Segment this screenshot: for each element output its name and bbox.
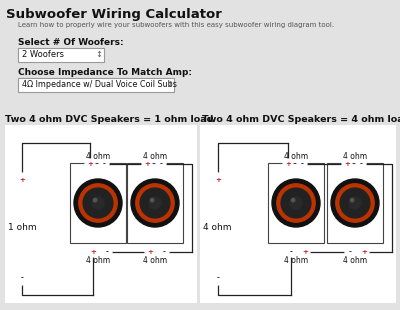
Text: Subwoofer Wiring Calculator: Subwoofer Wiring Calculator — [6, 8, 222, 21]
Text: -: - — [20, 275, 24, 281]
Circle shape — [85, 159, 95, 169]
Text: -: - — [290, 249, 292, 255]
Text: 4Ω Impedance w/ Dual Voice Coil Subs: 4Ω Impedance w/ Dual Voice Coil Subs — [22, 80, 177, 89]
Circle shape — [286, 247, 296, 257]
Circle shape — [74, 179, 122, 227]
Text: +: + — [215, 177, 221, 183]
Circle shape — [290, 197, 302, 209]
Text: Two 4 ohm DVC Speakers = 4 ohm load: Two 4 ohm DVC Speakers = 4 ohm load — [202, 115, 400, 124]
Bar — [200, 125, 396, 303]
Circle shape — [336, 184, 374, 222]
FancyBboxPatch shape — [18, 78, 174, 91]
Circle shape — [356, 159, 366, 169]
Circle shape — [79, 184, 117, 222]
Circle shape — [145, 247, 155, 257]
Circle shape — [15, 271, 29, 285]
Circle shape — [359, 247, 369, 257]
Circle shape — [292, 198, 295, 202]
Text: +: + — [87, 161, 93, 167]
Circle shape — [140, 188, 170, 218]
Text: 4 ohm: 4 ohm — [284, 152, 308, 161]
Text: -: - — [216, 275, 220, 281]
Circle shape — [142, 159, 152, 169]
Circle shape — [88, 247, 98, 257]
Text: Select # Of Woofers:: Select # Of Woofers: — [18, 38, 124, 47]
Text: 1 ohm: 1 ohm — [8, 224, 37, 232]
Bar — [70, 163, 126, 243]
Circle shape — [350, 198, 354, 202]
Text: 4 ohm: 4 ohm — [143, 256, 167, 265]
Text: 4 ohm: 4 ohm — [284, 256, 308, 265]
Text: -: - — [348, 249, 352, 255]
Circle shape — [342, 159, 352, 169]
Bar — [327, 163, 383, 243]
Text: 4 ohm: 4 ohm — [86, 152, 110, 161]
Text: +: + — [361, 249, 367, 255]
Circle shape — [300, 247, 310, 257]
Circle shape — [297, 159, 307, 169]
Circle shape — [156, 159, 166, 169]
Text: -: - — [160, 161, 162, 167]
Text: 2 Woofers: 2 Woofers — [22, 50, 64, 59]
Text: 4 ohm: 4 ohm — [86, 256, 110, 265]
Circle shape — [345, 247, 355, 257]
Circle shape — [272, 179, 320, 227]
Circle shape — [94, 198, 97, 202]
Circle shape — [92, 197, 104, 209]
Circle shape — [136, 184, 174, 222]
Circle shape — [211, 271, 225, 285]
Text: +: + — [19, 177, 25, 183]
Text: ↕: ↕ — [95, 50, 102, 59]
Text: +: + — [285, 161, 291, 167]
Circle shape — [83, 188, 113, 218]
Circle shape — [159, 247, 169, 257]
Text: -: - — [102, 161, 106, 167]
Bar — [268, 163, 324, 243]
Circle shape — [340, 188, 370, 218]
Text: 4 ohm: 4 ohm — [343, 256, 367, 265]
Circle shape — [277, 184, 315, 222]
Text: -: - — [360, 161, 362, 167]
Circle shape — [349, 197, 361, 209]
Text: 4 ohm: 4 ohm — [203, 224, 232, 232]
Circle shape — [331, 179, 379, 227]
Text: -: - — [300, 161, 304, 167]
Text: Learn how to properly wire your subwoofers with this easy subwoofer wiring diagr: Learn how to properly wire your subwoofe… — [18, 22, 334, 28]
Circle shape — [149, 197, 161, 209]
Circle shape — [150, 198, 154, 202]
Text: 4 ohm: 4 ohm — [143, 152, 167, 161]
Text: +: + — [147, 249, 153, 255]
Text: +: + — [302, 249, 308, 255]
Circle shape — [211, 173, 225, 187]
Text: +: + — [344, 161, 350, 167]
Text: ↕: ↕ — [166, 80, 173, 89]
Text: Choose Impedance To Match Amp:: Choose Impedance To Match Amp: — [18, 68, 192, 77]
Circle shape — [102, 247, 112, 257]
Circle shape — [281, 188, 311, 218]
Text: -: - — [162, 249, 166, 255]
Circle shape — [283, 159, 293, 169]
Circle shape — [15, 173, 29, 187]
Text: +: + — [90, 249, 96, 255]
Circle shape — [131, 179, 179, 227]
Circle shape — [99, 159, 109, 169]
Text: 4 ohm: 4 ohm — [343, 152, 367, 161]
Bar — [127, 163, 183, 243]
Text: -: - — [106, 249, 108, 255]
Text: +: + — [144, 161, 150, 167]
Text: Two 4 ohm DVC Speakers = 1 ohm load: Two 4 ohm DVC Speakers = 1 ohm load — [5, 115, 213, 124]
Bar — [5, 125, 197, 303]
FancyBboxPatch shape — [18, 47, 104, 61]
